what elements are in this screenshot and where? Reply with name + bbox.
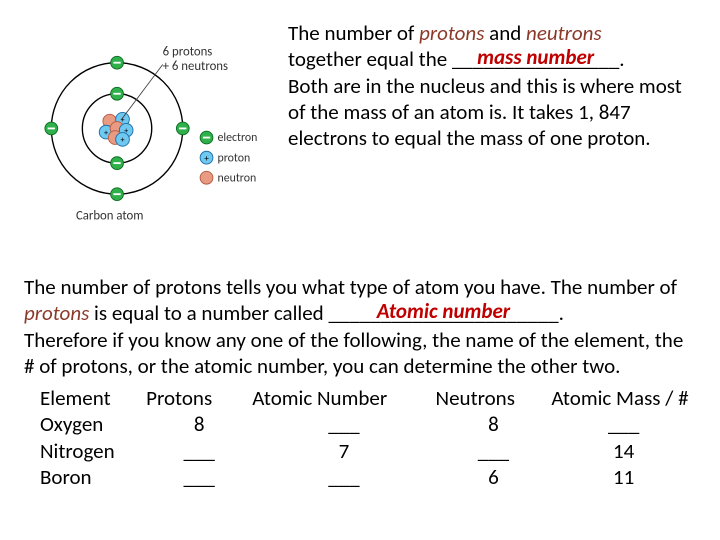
svg-text:+: + [204, 153, 209, 164]
element-table: Element Protons Atomic Number Neutrons A… [24, 385, 696, 490]
callout-line [122, 65, 163, 120]
fill-atomic-number: Atomic number [377, 298, 510, 324]
cell: 14 [551, 438, 696, 464]
cell: ___ [436, 438, 552, 464]
svg-text:+: + [104, 128, 108, 138]
col-header-atomic-number: Atomic Number [252, 385, 435, 411]
label-6-protons: 6 protons [163, 44, 213, 59]
text: together equal the [288, 46, 452, 72]
cell: ___ [252, 411, 435, 437]
word-protons: protons [419, 20, 484, 46]
nucleus: + + + + [99, 112, 133, 146]
svg-text:neutron: neutron [217, 171, 256, 185]
cell: 8 [436, 411, 552, 437]
text: . [619, 46, 624, 72]
cell: Nitrogen [40, 438, 146, 464]
cell: ___ [551, 411, 696, 437]
legend: electron + proton neutron [200, 131, 257, 185]
cell: ___ [146, 464, 252, 490]
table-row: Oxygen 8 ___ 8 ___ [40, 411, 696, 437]
svg-text:electron: electron [217, 131, 257, 145]
table-header-row: Element Protons Atomic Number Neutrons A… [40, 385, 696, 411]
label-6-neutrons: + 6 neutrons [163, 59, 228, 74]
text: Both are in the nucleus and this is wher… [288, 73, 682, 152]
cell: 6 [436, 464, 552, 490]
table-row: Boron ___ ___ 6 11 [40, 464, 696, 490]
word-protons: protons [24, 300, 89, 326]
cell: Boron [40, 464, 146, 490]
word-neutrons: neutrons [526, 20, 602, 46]
svg-text:proton: proton [217, 151, 250, 165]
cell: 8 [146, 411, 252, 437]
text: . [559, 300, 564, 326]
text: The number of [288, 20, 419, 46]
text: Therefore if you know any one of the fol… [24, 327, 683, 379]
text: is equal to a number called [89, 300, 328, 326]
cell: 11 [551, 464, 696, 490]
top-paragraph: The number of protons and neutrons toget… [288, 20, 696, 238]
svg-text:+: + [120, 135, 124, 145]
col-header-atomic-mass: Atomic Mass / # [551, 385, 696, 411]
carbon-atom-figure: + + + + [24, 20, 274, 238]
cell: ___ [252, 464, 435, 490]
cell: Oxygen [40, 411, 146, 437]
text: and [484, 20, 526, 46]
col-header-element: Element [40, 385, 146, 411]
col-header-neutrons: Neutrons [436, 385, 552, 411]
cell: ___ [146, 438, 252, 464]
bottom-paragraph: The number of protons tells you what typ… [24, 274, 696, 379]
col-header-protons: Protons [146, 385, 252, 411]
cell: 7 [252, 438, 435, 464]
table-row: Nitrogen ___ 7 ___ 14 [40, 438, 696, 464]
caption-carbon-atom: Carbon atom [76, 209, 143, 224]
fill-mass-number: mass number [477, 44, 594, 70]
text: The number of protons tells you what typ… [24, 274, 677, 300]
